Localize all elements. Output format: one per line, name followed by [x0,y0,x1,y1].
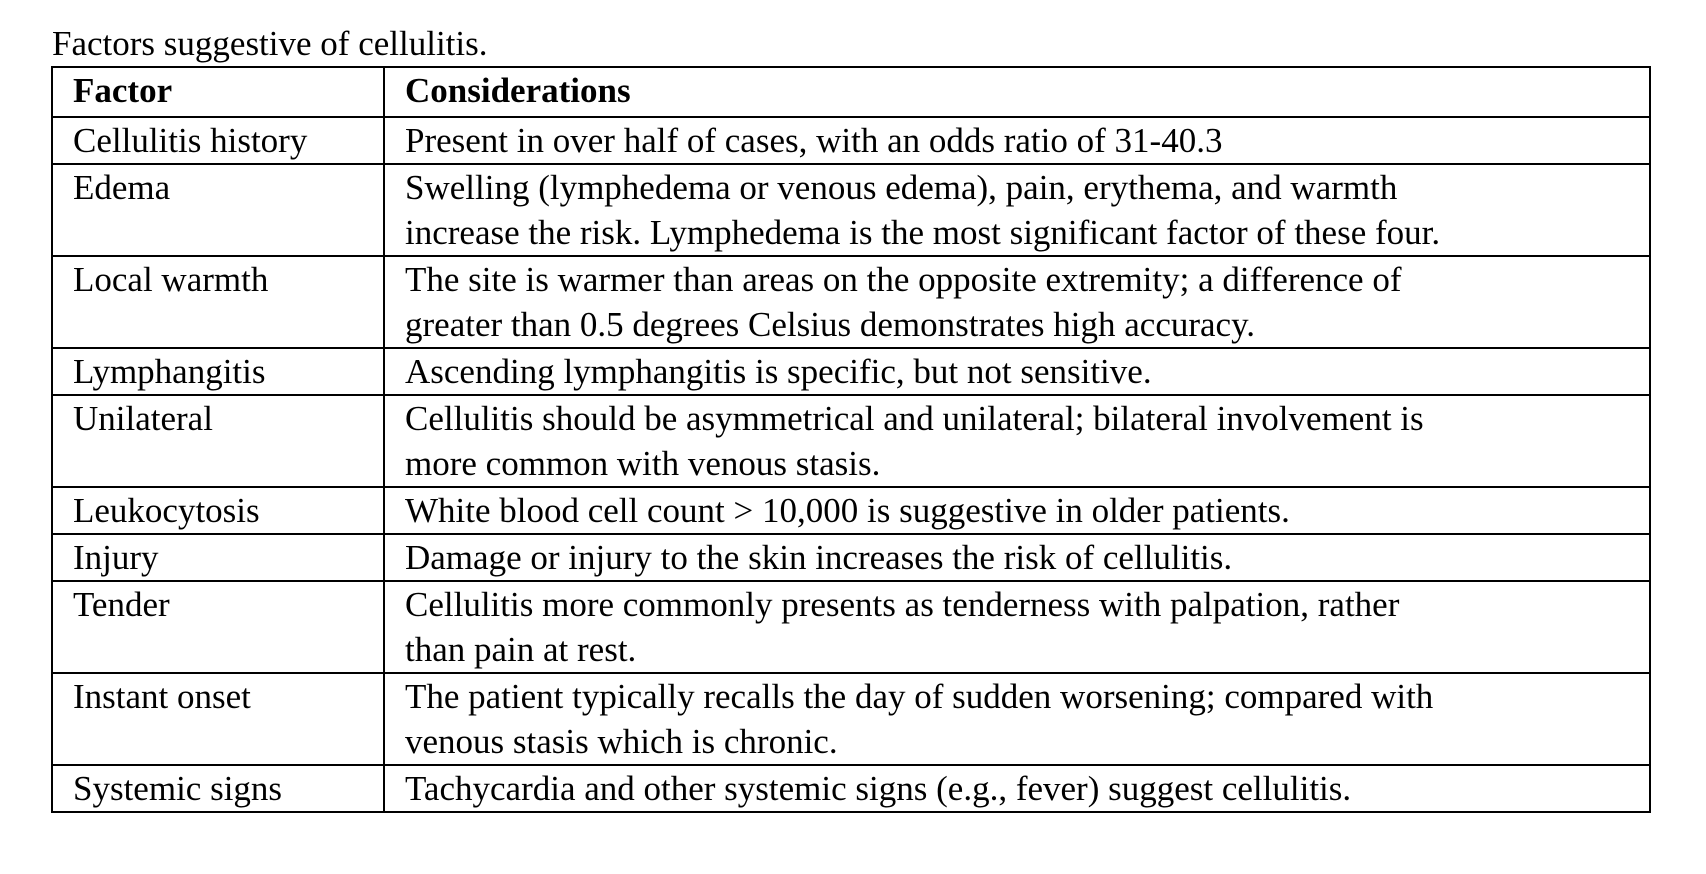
column-header-considerations: Considerations [383,66,1651,118]
considerations-line: Cellulitis more commonly presents as ten… [405,585,1400,624]
factor-cell: Leukocytosis [51,486,385,535]
factors-table: Factor Considerations Cellulitis history… [51,66,1651,813]
table-row: Leukocytosis White blood cell count > 10,… [51,486,1651,535]
considerations-cell: Cellulitis should be asymmetrical and un… [383,394,1651,488]
considerations-line: than pain at rest. [405,630,637,669]
considerations-line: venous stasis which is chronic. [405,722,838,761]
considerations-line: Swelling (lymphedema or venous edema), p… [405,168,1398,207]
considerations-line: greater than 0.5 degrees Celsius demonst… [405,305,1256,344]
table-caption: Factors suggestive of cellulitis. [52,24,488,63]
factor-cell: Injury [51,533,385,582]
considerations-line: more common with venous stasis. [405,444,881,483]
table-row: Unilateral Cellulitis should be asymmetri… [51,394,1651,488]
factor-cell: Cellulitis history [51,116,385,165]
considerations-line: Tachycardia and other systemic signs (e.… [405,769,1352,808]
considerations-line: Present in over half of cases, with an o… [405,121,1223,160]
considerations-line: Cellulitis should be asymmetrical and un… [405,399,1424,438]
factor-cell: Instant onset [51,672,385,766]
considerations-cell: Tachycardia and other systemic signs (e.… [383,764,1651,813]
table-row: Lymphangitis Ascending lymphangitis is sp… [51,347,1651,396]
factor-cell: Systemic signs [51,764,385,813]
considerations-cell: Damage or injury to the skin increases t… [383,533,1651,582]
considerations-line: Damage or injury to the skin increases t… [405,538,1233,577]
considerations-line: The site is warmer than areas on the opp… [405,260,1402,299]
factor-cell: Unilateral [51,394,385,488]
considerations-line: Ascending lymphangitis is specific, but … [405,352,1152,391]
table-row: Systemic signs Tachycardia and other syst… [51,764,1651,813]
table-row: Edema Swelling (lymphedema or venous edem… [51,163,1651,257]
considerations-line: The patient typically recalls the day of… [405,677,1434,716]
table-row: Cellulitis history Present in over half o… [51,116,1651,165]
column-header-factor: Factor [51,66,385,118]
considerations-cell: Present in over half of cases, with an o… [383,116,1651,165]
considerations-cell: The site is warmer than areas on the opp… [383,255,1651,349]
table-row: Instant onset The patient typically recal… [51,672,1651,766]
considerations-line: increase the risk. Lymphedema is the mos… [405,213,1441,252]
factor-cell: Lymphangitis [51,347,385,396]
table-header-row: Factor Considerations [51,66,1651,118]
considerations-cell: Cellulitis more commonly presents as ten… [383,580,1651,674]
factor-cell: Tender [51,580,385,674]
table-row: Local warmth The site is warmer than area… [51,255,1651,349]
considerations-line: White blood cell count > 10,000 is sugge… [405,491,1290,530]
table-row: Tender Cellulitis more commonly presents … [51,580,1651,674]
factor-cell: Local warmth [51,255,385,349]
considerations-cell: The patient typically recalls the day of… [383,672,1651,766]
table-row: Injury Damage or injury to the skin incre… [51,533,1651,582]
considerations-cell: Ascending lymphangitis is specific, but … [383,347,1651,396]
factor-cell: Edema [51,163,385,257]
considerations-cell: Swelling (lymphedema or venous edema), p… [383,163,1651,257]
considerations-cell: White blood cell count > 10,000 is sugge… [383,486,1651,535]
